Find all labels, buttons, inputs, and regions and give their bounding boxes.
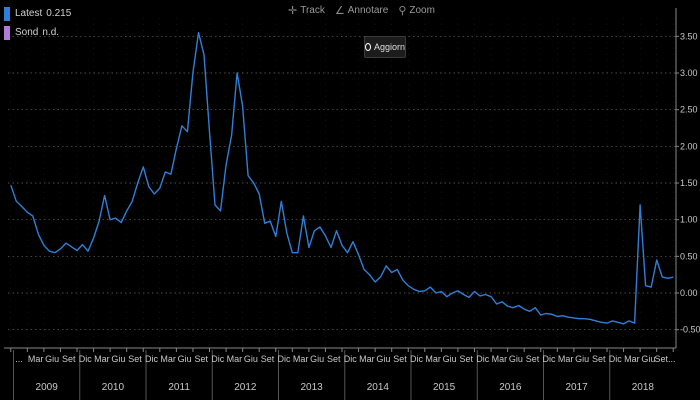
x-tick-label: Giu xyxy=(376,354,390,364)
chart-toolbar: ✛ Track ∠ Annotare ⚲ Zoom xyxy=(288,4,435,17)
year-label: 2014 xyxy=(367,382,390,393)
grid-lines xyxy=(8,18,676,348)
year-label: 2013 xyxy=(301,382,324,393)
x-tick-label: Dic xyxy=(79,354,92,364)
x-tick-label: Dic xyxy=(145,354,158,364)
pencil-icon: ∠ xyxy=(334,5,345,17)
y-tick-label: 2.00 xyxy=(680,141,698,151)
x-tick-label: Mar xyxy=(94,354,110,364)
legend-swatch xyxy=(4,25,10,40)
x-tick-label: Set xyxy=(459,354,473,364)
refresh-label: Aggiorn xyxy=(373,42,405,52)
axes xyxy=(4,8,679,400)
year-label: 2016 xyxy=(499,382,522,393)
x-tick-label: Dic xyxy=(211,354,224,364)
zoom-button[interactable]: ⚲ Zoom xyxy=(398,4,435,17)
magnifier-icon: ⚲ xyxy=(398,5,407,17)
x-tick-label: Mar xyxy=(624,354,640,364)
x-tick-label: Dic xyxy=(609,354,622,364)
year-label: 2011 xyxy=(168,382,190,393)
year-label: 2018 xyxy=(632,382,655,393)
annotate-button[interactable]: ∠ Annotare xyxy=(335,4,388,17)
series-lines xyxy=(10,32,674,325)
x-tick-label: Dic xyxy=(476,354,489,364)
x-tick-label: Dic xyxy=(410,354,423,364)
x-tick-label: Dic xyxy=(543,354,556,364)
x-tick-label: Set xyxy=(62,354,76,364)
refresh-button[interactable]: Aggiorn xyxy=(364,36,406,58)
y-tick-label: 1.50 xyxy=(680,178,698,188)
legend: Latest 0.215 Sond n.d. xyxy=(4,4,71,42)
legend-label: Latest xyxy=(15,8,43,19)
y-tick-label: 2.50 xyxy=(680,105,698,115)
x-tick-label: Set... xyxy=(654,354,675,364)
x-tick-label: ... xyxy=(15,354,23,364)
year-label: 2009 xyxy=(36,382,59,393)
crosshair-icon: ✛ xyxy=(288,5,298,17)
year-label: 2015 xyxy=(433,382,456,393)
x-tick-label: Set xyxy=(393,354,407,364)
y-tick-label: 1.00 xyxy=(680,215,698,225)
legend-value: n.d. xyxy=(42,27,60,38)
x-tick-label: Set xyxy=(592,354,606,364)
legend-item-sond[interactable]: Sond n.d. xyxy=(4,23,71,42)
x-tick-label: Giu xyxy=(45,354,59,364)
legend-value: 0.215 xyxy=(46,8,72,19)
legend-label: Sond xyxy=(15,27,39,38)
x-tick-label: Giu xyxy=(111,354,125,364)
refresh-icon xyxy=(365,43,371,51)
series-line-latest xyxy=(10,32,674,325)
year-label: 2010 xyxy=(102,382,125,393)
legend-swatch xyxy=(4,6,10,21)
x-tick-label: Mar xyxy=(160,354,176,364)
x-tick-label: Set xyxy=(261,354,275,364)
x-tick-label: Giu xyxy=(244,354,258,364)
x-tick-label: Dic xyxy=(344,354,357,364)
y-tick-label: -0.50 xyxy=(680,325,700,335)
x-tick-label: Dic xyxy=(278,354,291,364)
x-tick-label: Giu xyxy=(575,354,589,364)
y-tick-label: 0.00 xyxy=(680,288,698,298)
x-tick-label: Mar xyxy=(492,354,508,364)
x-tick-label: Mar xyxy=(558,354,574,364)
x-tick-labels: ... Mar Giu Set Dic Mar Giu Set Dic Mar Giu Set Dic M… xyxy=(15,354,675,364)
legend-item-latest[interactable]: Latest 0.215 xyxy=(4,4,71,23)
year-label: 2012 xyxy=(234,382,257,393)
x-tick-label: Mar xyxy=(425,354,441,364)
x-tick-label: Mar xyxy=(28,354,44,364)
track-label: Track xyxy=(300,5,325,16)
y-tick-label: 3.50 xyxy=(680,31,698,41)
x-tick-label: Set xyxy=(526,354,540,364)
y-tick-label: 0.50 xyxy=(680,251,698,261)
track-button[interactable]: ✛ Track xyxy=(288,4,325,17)
x-tick-label: Mar xyxy=(227,354,243,364)
x-tick-label: Giu xyxy=(310,354,324,364)
x-tick-label: Giu xyxy=(641,354,655,364)
y-tick-label: 3.00 xyxy=(680,68,698,78)
annotate-label: Annotare xyxy=(347,5,389,16)
x-year-labels: 2009 2010 2011 2012 2013 2014 2015 2016 2017 2018 xyxy=(36,382,655,393)
x-tick-label: Mar xyxy=(359,354,375,364)
year-label: 2017 xyxy=(566,382,589,393)
x-tick-label: Mar xyxy=(293,354,309,364)
x-tick-label: Giu xyxy=(178,354,192,364)
x-tick-label: Set xyxy=(194,354,208,364)
x-tick-label: Set xyxy=(128,354,142,364)
zoom-label: Zoom xyxy=(409,5,435,16)
x-tick-label: Giu xyxy=(509,354,523,364)
x-tick-label: Giu xyxy=(443,354,457,364)
x-tick-label: Set xyxy=(327,354,341,364)
y-tick-labels: 3.50 3.00 2.50 2.00 1.50 1.00 0.50 0.00 -0.50 xyxy=(680,31,700,334)
